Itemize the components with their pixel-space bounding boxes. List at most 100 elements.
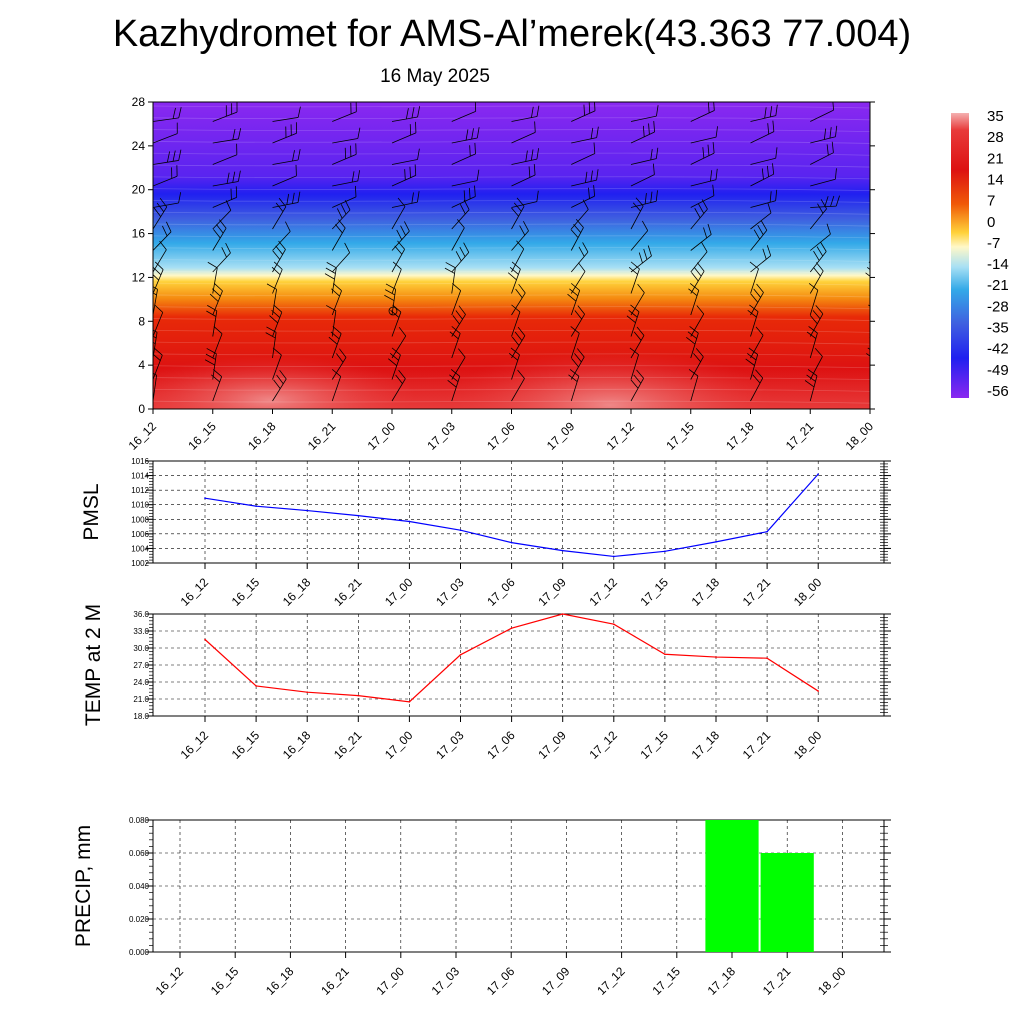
wind-barb-staff xyxy=(212,252,231,273)
wind-barb-staff xyxy=(630,292,645,316)
wind-barb-staff xyxy=(810,178,836,187)
wind-barb-staff xyxy=(272,249,286,273)
wind-barb-flag xyxy=(468,187,471,199)
wind-barb xyxy=(809,241,827,273)
x-tick-label: 18_00 xyxy=(843,419,877,453)
wind-barb-staff xyxy=(690,152,715,165)
contour-line xyxy=(153,282,870,286)
wind-barb-flag xyxy=(630,379,639,389)
wind-barb xyxy=(451,305,466,337)
wind-barb-staff xyxy=(272,117,299,122)
wind-barb-flag xyxy=(225,242,231,254)
wind-barb xyxy=(511,369,525,402)
wind-barb-flag xyxy=(820,241,827,252)
contour-line xyxy=(153,329,870,333)
wind-barb-flag xyxy=(637,283,645,293)
wind-barb-staff xyxy=(153,312,164,337)
wind-barb xyxy=(332,127,361,144)
wind-barb-flag xyxy=(153,292,157,296)
wind-barb-staff xyxy=(212,196,237,208)
wind-barb-flag xyxy=(154,261,164,270)
wind-barb xyxy=(630,105,659,122)
wind-barb-flag xyxy=(695,348,704,358)
y-tick-label: 27.0 xyxy=(133,661,149,670)
contour-line xyxy=(153,377,870,380)
wind-barb-flag xyxy=(332,326,342,334)
wind-barb xyxy=(866,347,870,380)
wind-barb xyxy=(690,242,708,273)
wind-barb-flag xyxy=(452,283,461,291)
wind-barb-flag xyxy=(518,283,526,294)
y-tick-label: 8 xyxy=(138,314,145,328)
wind-barb-staff xyxy=(272,378,287,402)
wind-barb xyxy=(212,219,227,251)
wind-barb xyxy=(324,262,337,294)
wind-barb-flag xyxy=(388,358,397,367)
x-tick-label: 18_00 xyxy=(791,728,825,762)
x-tick-label: 17_00 xyxy=(382,575,416,609)
wind-barb-flag xyxy=(568,374,578,382)
wind-barb-staff xyxy=(690,251,708,273)
wind-barb xyxy=(153,107,182,122)
wind-barb-staff xyxy=(511,158,538,165)
wind-barb xyxy=(750,369,764,402)
wind-barb-flag xyxy=(272,250,281,260)
x-tick-label: 17_03 xyxy=(424,419,458,453)
wind-barb-staff xyxy=(630,230,649,251)
wind-barb-staff xyxy=(750,311,759,337)
y-tick-label: 36.0 xyxy=(133,610,149,619)
wind-barb xyxy=(212,170,241,187)
data-point xyxy=(510,541,513,544)
colorbar-label: -14 xyxy=(987,256,1009,273)
wind-barb xyxy=(750,220,768,251)
wind-barb-flag xyxy=(596,126,599,138)
x-tick-label: 17_12 xyxy=(594,964,628,998)
wind-barb-flag xyxy=(162,225,168,237)
wind-barb xyxy=(153,122,178,144)
wind-barb-staff xyxy=(810,152,834,165)
wind-barb-staff xyxy=(272,354,282,380)
wind-barb-staff xyxy=(570,251,589,273)
wind-barb-flag xyxy=(153,347,163,356)
wind-barb xyxy=(451,242,470,273)
wind-barb-flag xyxy=(396,229,403,240)
x-tick-label: 17_06 xyxy=(484,964,518,998)
wind-barb xyxy=(507,261,521,294)
wind-barb-staff xyxy=(570,376,580,402)
wind-barb xyxy=(272,347,282,380)
wind-barb-flag xyxy=(570,229,579,238)
colorbar-label: 7 xyxy=(987,193,995,210)
wind-barb-flag xyxy=(458,348,466,358)
wind-barb-flag xyxy=(400,225,406,236)
wind-barb-staff xyxy=(331,357,347,380)
wind-barb-staff xyxy=(451,290,462,316)
wind-barb-staff xyxy=(451,110,476,122)
wind-barb-staff xyxy=(391,269,402,294)
contour-line xyxy=(153,235,870,239)
colorbar-label: -49 xyxy=(987,362,1009,379)
wind-barb-staff xyxy=(630,268,640,294)
y-tick-label: 33.0 xyxy=(133,627,149,636)
y-tick-label: 18.0 xyxy=(133,712,149,721)
wind-barb-flag xyxy=(710,170,713,182)
wind-barb xyxy=(391,221,410,251)
data-point xyxy=(561,549,564,552)
wind-barb-staff xyxy=(451,314,466,337)
wind-barb-staff xyxy=(153,133,178,144)
wind-barb-flag xyxy=(326,262,337,269)
wind-barb-staff xyxy=(630,354,639,380)
y-tick-label: 24.0 xyxy=(133,678,149,687)
y-tick-label: 1016 xyxy=(131,457,149,466)
wind-barb-flag xyxy=(213,326,223,335)
wind-barb-staff xyxy=(570,227,584,251)
wind-barb-staff xyxy=(272,175,297,187)
wind-barb-flag xyxy=(452,315,460,325)
wind-barb-staff xyxy=(391,132,417,144)
contour-line xyxy=(153,176,870,180)
wind-barb xyxy=(272,122,298,144)
wind-barb-staff xyxy=(630,255,652,273)
wind-barb xyxy=(809,348,823,380)
x-tick-label: 17_03 xyxy=(433,728,467,762)
wind-barb-staff xyxy=(511,116,538,122)
wind-barb-flag xyxy=(712,142,715,154)
